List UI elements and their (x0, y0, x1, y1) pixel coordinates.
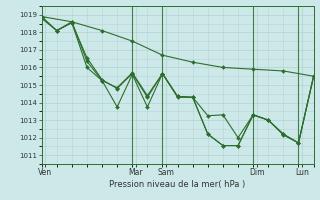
X-axis label: Pression niveau de la mer( hPa ): Pression niveau de la mer( hPa ) (109, 180, 246, 189)
